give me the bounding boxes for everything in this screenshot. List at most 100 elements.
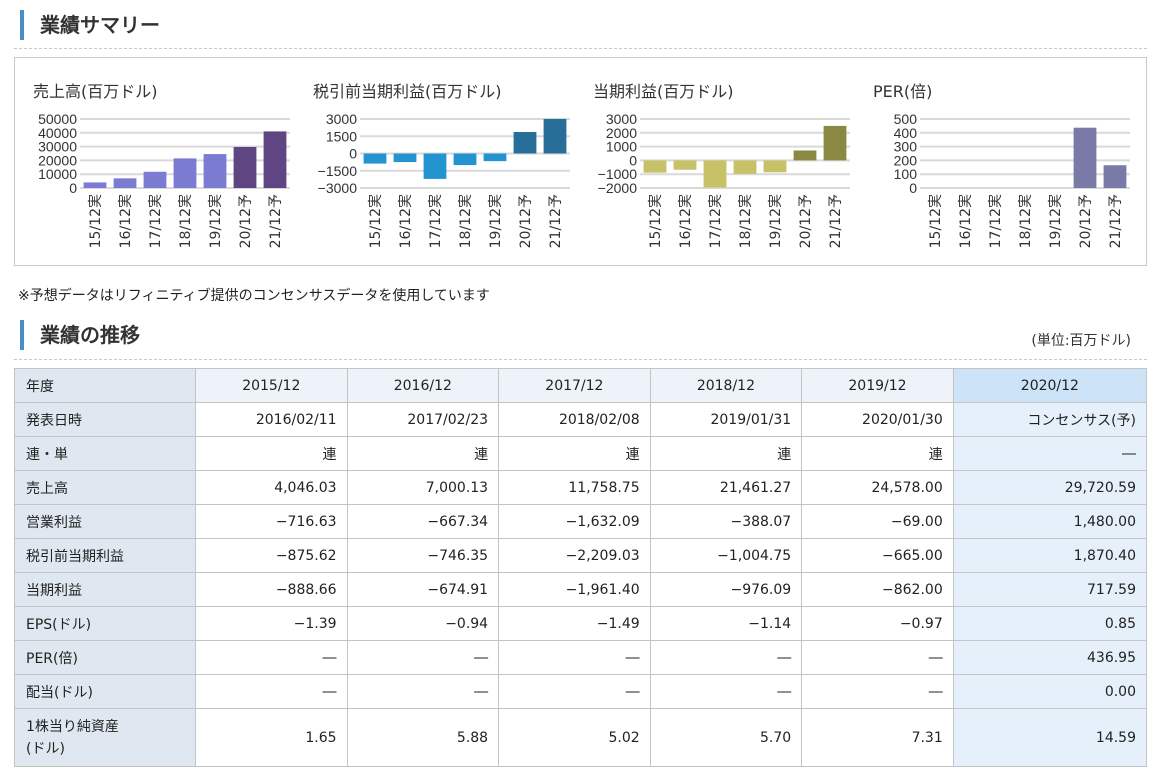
table-cell: 2019/01/31 xyxy=(649,402,803,437)
table-cell: ― xyxy=(649,640,803,675)
y-tick-label: 30000 xyxy=(38,139,77,155)
forecast-note: ※予想データはリフィニティブ提供のコンセンサスデータを使用しています xyxy=(18,288,490,304)
y-tick-label: 50000 xyxy=(38,111,77,127)
table-cell: −888.66 xyxy=(195,572,348,607)
table-cell: 4,046.03 xyxy=(195,470,348,505)
table-row: 営業利益 −716.63 −667.34 −1,632.09 −388.07 −69.00… xyxy=(14,504,1148,539)
x-tick-label: 19/12実 xyxy=(488,194,504,248)
y-tick-label: 100 xyxy=(894,166,918,182)
table-cell: 11,758.75 xyxy=(498,470,651,505)
table-cell: −1,961.40 xyxy=(498,572,651,607)
table-cell: −674.91 xyxy=(346,572,500,607)
results-table: 年度 2015/12 2016/12 2017/12 2018/12 2019/… xyxy=(14,368,1148,767)
chart-net-profit: 当期利益(百万ドル) −2000 −1000 0 1000 2000 3000 15/12実… xyxy=(575,58,855,265)
y-tick-label: 0 xyxy=(349,146,357,162)
table-row: 1株当り純資産 (ドル) 1.65 5.88 5.02 5.70 7.31 14… xyxy=(14,708,1148,767)
y-tick-label: −2000 xyxy=(598,180,638,196)
table-row: EPS(ドル) −1.39 −0.94 −1.49 −1.14 −0.97 0.85 xyxy=(14,606,1148,641)
x-tick-label: 20/12予 xyxy=(518,194,534,248)
x-tick-label: 17/12実 xyxy=(708,194,724,248)
y-tick-label: 500 xyxy=(894,111,918,127)
x-tick-label: 19/12実 xyxy=(768,194,784,248)
table-cell: ― xyxy=(498,640,651,675)
bar xyxy=(233,146,257,188)
y-tick-label: 2000 xyxy=(606,125,637,141)
table-cell: −746.35 xyxy=(346,538,500,573)
table-cell: −388.07 xyxy=(649,504,803,539)
x-tick-label: 17/12実 xyxy=(988,194,1004,248)
y-tick-label: −1500 xyxy=(318,163,358,179)
x-tick-label: 16/12実 xyxy=(678,194,694,248)
chart-title: 売上高(百万ドル) xyxy=(33,82,158,101)
bar xyxy=(453,153,477,166)
table-cell: −0.97 xyxy=(801,606,954,641)
table-cell: 24,578.00 xyxy=(801,470,954,505)
table-cell-forecast: コンセンサス(予) xyxy=(952,402,1148,437)
y-tick-label: −3000 xyxy=(318,180,358,196)
chart-title: PER(倍) xyxy=(873,82,933,101)
table-cell: −69.00 xyxy=(801,504,954,539)
table-cell: ― xyxy=(195,640,348,675)
summary-section-title: 業績サマリー xyxy=(20,10,160,40)
table-cell: −667.34 xyxy=(346,504,500,539)
bar xyxy=(363,153,387,164)
x-tick-label: 19/12実 xyxy=(1048,194,1064,248)
chart-per: PER(倍) 0 100 200 300 400 500 15/12実 16/12実 17/12… xyxy=(855,58,1135,265)
table-header-row: 年度 2015/12 2016/12 2017/12 2018/12 2019/… xyxy=(14,368,1148,403)
table-cell-forecast: 0.85 xyxy=(952,606,1148,641)
x-tick-label: 18/12実 xyxy=(178,194,194,248)
x-tick-label: 15/12実 xyxy=(368,194,384,248)
y-tick-label: 300 xyxy=(894,139,918,155)
table-cell-forecast: 29,720.59 xyxy=(952,470,1148,505)
table-row: 連・単連連連連連 ― xyxy=(14,436,1148,471)
table-cell: 連 xyxy=(801,436,954,471)
table-cell: 21,461.27 xyxy=(649,470,803,505)
bar xyxy=(543,119,567,154)
charts-panel: 売上高(百万ドル) 0 10000 20000 30000 40000 50000 15/1… xyxy=(14,57,1147,266)
table-cell: 連 xyxy=(346,436,500,471)
y-tick-label: 0 xyxy=(629,152,637,168)
y-tick-label: 400 xyxy=(894,125,918,141)
bar xyxy=(513,131,537,154)
row-label: 連・単 xyxy=(14,436,196,471)
row-label: 1株当り純資産 (ドル) xyxy=(14,708,196,767)
row-label: PER(倍) xyxy=(14,640,196,675)
bar xyxy=(823,125,847,161)
table-cell: 5.70 xyxy=(649,708,803,767)
x-tick-label: 20/12予 xyxy=(798,194,814,248)
y-tick-label: 3000 xyxy=(326,111,357,127)
table-cell: 5.02 xyxy=(498,708,651,767)
table-cell: ― xyxy=(346,640,500,675)
x-tick-label: 21/12予 xyxy=(1108,194,1124,248)
table-cell: ― xyxy=(801,674,954,709)
header-label: 年度 xyxy=(14,368,196,403)
row-label: 売上高 xyxy=(14,470,196,505)
table-cell: 2016/02/11 xyxy=(195,402,348,437)
bar xyxy=(793,150,817,161)
table-cell: −2,209.03 xyxy=(498,538,651,573)
x-tick-label: 15/12実 xyxy=(928,194,944,248)
bar xyxy=(203,154,227,188)
x-tick-label: 16/12実 xyxy=(958,194,974,248)
x-tick-label: 21/12予 xyxy=(548,194,564,248)
x-tick-label: 21/12予 xyxy=(828,194,844,248)
bar xyxy=(83,182,107,188)
divider xyxy=(14,48,1147,49)
row-label: 当期利益 xyxy=(14,572,196,607)
table-cell: −976.09 xyxy=(649,572,803,607)
table-cell: −0.94 xyxy=(346,606,500,641)
table-cell: ― xyxy=(649,674,803,709)
table-cell: 連 xyxy=(195,436,348,471)
chart-title: 税引前当期利益(百万ドル) xyxy=(313,82,502,101)
bar xyxy=(643,160,667,173)
x-tick-label: 18/12実 xyxy=(458,194,474,248)
x-tick-label: 19/12実 xyxy=(208,194,224,248)
divider xyxy=(14,359,1147,360)
y-tick-label: −1000 xyxy=(598,166,638,182)
table-cell: −716.63 xyxy=(195,504,348,539)
x-tick-label: 15/12実 xyxy=(648,194,664,248)
table-row: PER(倍) ― ― ― ― ― 436.95 xyxy=(14,640,1148,675)
table-cell: ― xyxy=(346,674,500,709)
